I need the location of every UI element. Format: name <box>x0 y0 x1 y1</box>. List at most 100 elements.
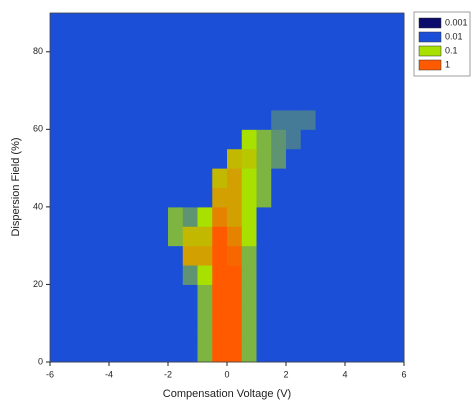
heat-cell <box>271 168 287 188</box>
heat-cell <box>182 342 198 363</box>
heat-cell <box>359 129 375 150</box>
heat-cell <box>345 129 361 150</box>
heat-cell <box>271 129 287 150</box>
heat-cell <box>212 90 228 111</box>
heat-cell <box>79 51 95 72</box>
heat-cell <box>79 148 95 169</box>
heat-cell <box>153 323 169 344</box>
heat-cell <box>315 148 331 169</box>
heat-cell <box>138 303 154 324</box>
heat-cell <box>345 206 361 227</box>
heat-cell <box>197 284 213 305</box>
heat-cell <box>168 342 184 363</box>
heat-cell <box>123 303 139 324</box>
heat-cell <box>197 245 213 266</box>
heat-cell <box>168 148 184 169</box>
heat-cell <box>389 342 405 363</box>
heat-cell <box>286 109 302 130</box>
heat-cell <box>138 51 154 72</box>
heat-cell <box>345 51 361 72</box>
heat-cell <box>64 226 80 247</box>
heat-cell <box>256 265 272 285</box>
heat-cell <box>50 284 66 305</box>
heat-cell <box>286 71 302 92</box>
heat-cell <box>256 109 272 130</box>
heat-cell <box>64 109 80 130</box>
heat-cell <box>330 245 346 266</box>
heat-cell <box>330 323 346 344</box>
heat-cell <box>168 109 184 130</box>
heat-cell <box>256 51 272 72</box>
heat-cell <box>50 168 66 188</box>
heat-cell <box>153 90 169 111</box>
heat-cell <box>153 206 169 227</box>
y-axis-label: Dispersion Field (%) <box>10 137 22 236</box>
heat-cell <box>109 303 125 324</box>
x-axis-label: Compensation Voltage (V) <box>163 388 291 400</box>
heat-cell <box>64 323 80 344</box>
heat-cell <box>109 13 125 33</box>
heat-cell <box>138 148 154 169</box>
x-tick-label: -2 <box>164 369 172 379</box>
heat-cell <box>138 71 154 92</box>
heat-cell <box>315 323 331 344</box>
heat-cell <box>79 265 95 285</box>
heat-cell <box>330 206 346 227</box>
heat-cell <box>374 109 390 130</box>
heat-cell <box>50 109 66 130</box>
heat-cell <box>374 148 390 169</box>
heat-cell <box>153 13 169 33</box>
heat-cell <box>271 303 287 324</box>
heat-cell <box>94 90 110 111</box>
heat-cell <box>256 32 272 53</box>
heat-cell <box>241 265 257 285</box>
heat-cell <box>64 129 80 150</box>
heat-cell <box>94 187 110 208</box>
heat-cell <box>345 342 361 363</box>
heat-cell <box>286 265 302 285</box>
heat-cell <box>330 51 346 72</box>
heat-cell <box>138 187 154 208</box>
heat-cell <box>359 51 375 72</box>
heat-cell <box>212 109 228 130</box>
heat-cell <box>286 148 302 169</box>
heat-cell <box>79 71 95 92</box>
heat-cell <box>50 129 66 150</box>
heat-cell <box>138 90 154 111</box>
heat-cell <box>256 187 272 208</box>
heat-cell <box>286 342 302 363</box>
heat-cell <box>286 206 302 227</box>
heat-cell <box>227 109 243 130</box>
heat-cell <box>94 265 110 285</box>
heat-cell <box>315 32 331 53</box>
heat-cell <box>94 148 110 169</box>
heat-cell <box>256 206 272 227</box>
heat-cell <box>374 284 390 305</box>
heat-cell <box>153 148 169 169</box>
heat-cell <box>241 168 257 188</box>
heat-cell <box>94 109 110 130</box>
heat-cell <box>300 109 316 130</box>
heat-cell <box>109 90 125 111</box>
heat-cell <box>64 342 80 363</box>
heat-cell <box>138 129 154 150</box>
heat-cell <box>315 206 331 227</box>
heat-cell <box>123 32 139 53</box>
heat-cell <box>109 206 125 227</box>
heat-cell <box>359 168 375 188</box>
heat-cell <box>286 284 302 305</box>
heat-cell <box>182 71 198 92</box>
heat-cell <box>153 168 169 188</box>
heat-cell <box>315 129 331 150</box>
heat-cell <box>374 206 390 227</box>
heat-cell <box>94 245 110 266</box>
heat-cell <box>197 303 213 324</box>
heat-cell <box>153 109 169 130</box>
heat-cell <box>212 245 228 266</box>
heat-cell <box>94 129 110 150</box>
heat-cell <box>197 13 213 33</box>
heat-cell <box>79 90 95 111</box>
heat-cell <box>374 323 390 344</box>
heat-cell <box>300 342 316 363</box>
